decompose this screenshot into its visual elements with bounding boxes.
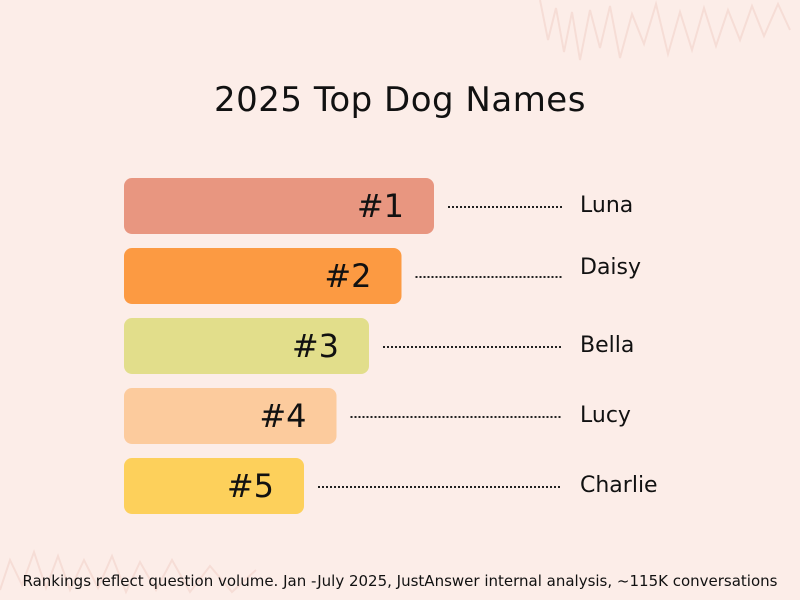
category-label: Charlie	[580, 473, 658, 498]
bar-daisy	[124, 248, 402, 304]
bar-luna	[124, 178, 434, 234]
rank-label: #2	[324, 257, 371, 295]
bar-bella	[124, 318, 369, 374]
rank-label: #4	[259, 397, 306, 435]
rank-label: #3	[292, 327, 339, 365]
source-footnote: Rankings reflect question volume. Jan -J…	[22, 572, 778, 590]
category-label: Lucy	[580, 403, 631, 428]
category-label: Luna	[580, 193, 633, 218]
rank-label: #1	[357, 187, 404, 225]
bar-lucy	[124, 388, 337, 444]
chart-title: 2025 Top Dog Names	[214, 80, 586, 120]
category-label: Bella	[580, 333, 634, 358]
bar-charlie	[124, 458, 304, 514]
category-label: Daisy	[580, 255, 641, 280]
rank-label: #5	[227, 467, 274, 505]
